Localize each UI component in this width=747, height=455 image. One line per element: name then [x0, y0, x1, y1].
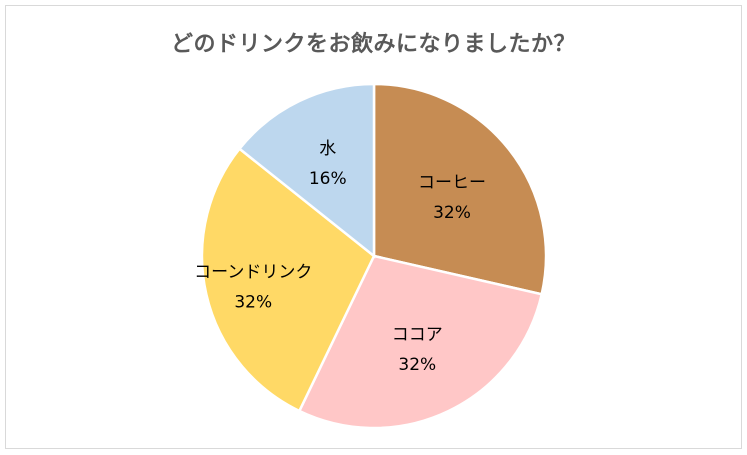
pie-slice — [372, 82, 548, 296]
pie-slice — [200, 147, 376, 413]
slice-value-label: 32% — [234, 293, 272, 313]
slice-value-label: 16% — [309, 169, 347, 189]
pie-labels: コーヒー 32% ココア 32% コーンドリンク 32% 水 16% — [194, 139, 486, 375]
slice-category-label: コーンドリンク — [194, 263, 312, 283]
slice-value-label: 32% — [433, 203, 471, 223]
slice-category-label: 水 — [319, 139, 336, 159]
pie-slices — [200, 82, 548, 430]
pie-slice — [297, 254, 544, 430]
pie-slice — [237, 82, 376, 259]
slice-category-label: ココア — [392, 325, 443, 345]
slice-category-label: コーヒー — [418, 173, 486, 193]
slice-value-label: 32% — [398, 355, 436, 375]
chart-title: どのドリンクをお飲みになりましたか？ — [170, 32, 576, 57]
